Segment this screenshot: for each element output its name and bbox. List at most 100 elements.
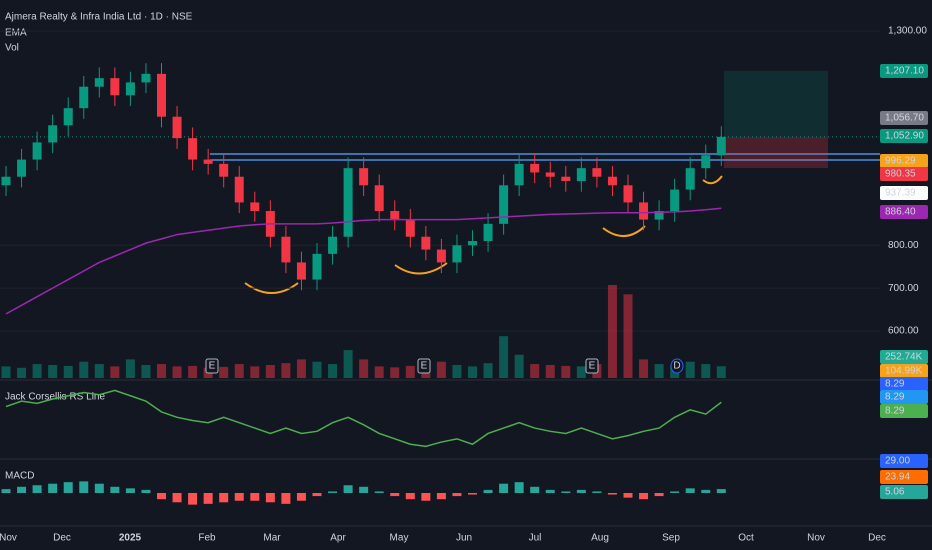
pattern-arc — [244, 282, 299, 294]
volume-bar — [32, 364, 42, 378]
x-tick-label: Feb — [198, 533, 216, 544]
price-tag — [880, 470, 928, 484]
candle-body — [32, 142, 42, 160]
macd-bar — [452, 493, 462, 497]
x-tick-label: 2025 — [119, 533, 142, 544]
candle-body — [250, 202, 260, 211]
price-tag-label: 1,056.70 — [885, 113, 924, 124]
volume-bar — [48, 364, 58, 378]
volume-bar — [468, 366, 477, 378]
macd-bar — [219, 493, 229, 503]
candle-body — [483, 223, 493, 241]
candle-body — [1, 176, 11, 186]
candle-body — [110, 78, 120, 96]
candle-body — [607, 176, 617, 186]
macd-bar — [436, 493, 446, 500]
candle-body — [421, 236, 431, 250]
volume-bar — [514, 354, 524, 378]
price-tag — [880, 205, 928, 219]
volume-bar — [188, 365, 198, 378]
candle-body — [172, 116, 182, 139]
candle-body — [623, 185, 633, 203]
candle-body — [94, 78, 104, 87]
rs-title: Jack Corsellis RS Line — [5, 392, 105, 403]
candle-body — [530, 163, 540, 173]
volume-bar — [561, 365, 571, 378]
x-tick-label: Sep — [662, 533, 680, 544]
macd-bar — [468, 493, 477, 495]
candle-body — [48, 125, 58, 143]
volume-bar — [265, 364, 275, 378]
macd-bar — [545, 489, 555, 493]
volume-bar — [359, 359, 369, 378]
volume-bar — [17, 367, 27, 378]
candle-body — [514, 163, 524, 186]
candle-body — [592, 168, 602, 177]
volume-bar — [296, 359, 306, 378]
candle-body — [654, 211, 664, 220]
volume-bar — [374, 366, 384, 378]
macd-bar — [17, 486, 27, 493]
y-tick-label: 600.00 — [888, 326, 919, 337]
macd-bar — [296, 493, 306, 501]
candle-body — [312, 253, 322, 280]
x-tick-label: Jul — [529, 533, 542, 544]
volume-bar — [250, 366, 260, 378]
candle-body — [343, 168, 353, 237]
candle-body — [545, 172, 555, 177]
stop-zone — [724, 136, 828, 168]
ema-line — [5, 207, 722, 315]
volume-bar — [530, 364, 540, 378]
volume-bar — [483, 363, 493, 378]
volume-bar — [234, 364, 244, 378]
volume-bar — [110, 366, 120, 378]
volume-bar — [172, 366, 182, 378]
macd-bar — [94, 483, 104, 493]
macd-bar — [312, 493, 322, 497]
price-tag-label: 1,052.90 — [885, 131, 924, 142]
candle-body — [157, 73, 166, 117]
candle-body — [296, 262, 306, 280]
price-tag — [880, 129, 928, 143]
macd-bar — [654, 493, 664, 497]
x-tick-label: Dec — [868, 533, 886, 544]
candle-body — [203, 159, 213, 164]
volume-bar — [685, 361, 695, 378]
candle-body — [576, 168, 586, 181]
indicator-label: EMA — [5, 28, 27, 39]
event-label: E — [209, 361, 216, 372]
volume-bar — [390, 367, 400, 378]
macd-bar — [110, 486, 120, 493]
y-tick-label: 800.00 — [888, 240, 919, 251]
macd-bar — [576, 489, 586, 493]
macd-bar — [79, 481, 89, 493]
candle-body — [63, 108, 73, 126]
macd-bar — [141, 489, 151, 493]
candle-body — [328, 236, 338, 254]
event-marker — [585, 358, 599, 374]
macd-bar — [203, 493, 213, 504]
candle-body — [436, 249, 446, 263]
x-tick-label: Aug — [591, 533, 609, 544]
rs-line — [5, 389, 722, 448]
target-zone — [724, 70, 828, 137]
volume-bar — [607, 285, 617, 378]
price-tag — [880, 404, 928, 418]
price-tag — [880, 64, 928, 78]
macd-bar — [390, 493, 400, 497]
candle-body — [359, 168, 369, 186]
macd-bar — [63, 482, 73, 493]
x-tick-label: May — [390, 533, 409, 544]
macd-bar — [250, 493, 260, 501]
macd-bar — [685, 488, 695, 493]
price-tag-label: 937.39 — [885, 188, 916, 199]
macd-bar — [716, 489, 726, 493]
x-tick-label: Nov — [807, 533, 825, 544]
volume-bar — [141, 364, 151, 378]
macd-bar — [623, 493, 633, 498]
pattern-arc — [702, 175, 723, 185]
price-tag-label: 8.29 — [885, 406, 905, 417]
macd-bar — [32, 485, 42, 493]
volume-bar — [701, 364, 711, 378]
macd-bar — [172, 493, 182, 503]
